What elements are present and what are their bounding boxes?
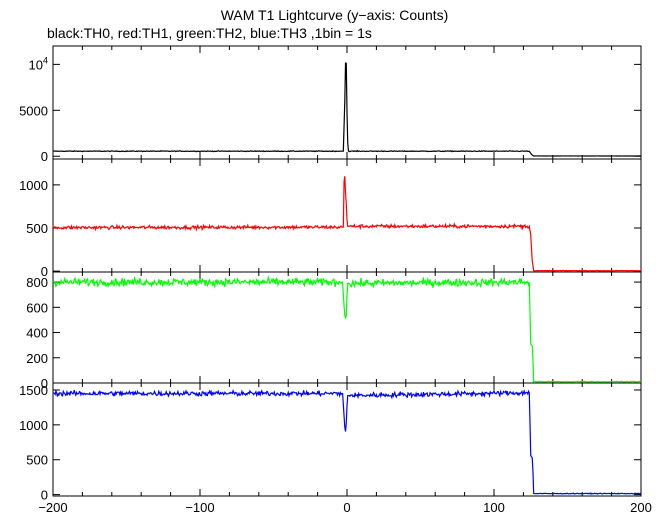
y-tick-label: 0 [41, 149, 48, 164]
y-tick-label: 0 [41, 488, 48, 503]
series-line-th1 [52, 176, 642, 272]
series-line-th0 [52, 62, 642, 157]
y-tick-label: 500 [26, 453, 48, 468]
y-tick-label: 0 [41, 264, 48, 279]
x-tick-label: −100 [185, 500, 214, 515]
x-tick-label: 100 [483, 500, 505, 515]
y-tick-label: 500 [26, 221, 48, 236]
y-tick-label: 0 [41, 376, 48, 391]
chart-title: WAM T1 Lightcurve (y−axis: Counts) [220, 7, 449, 23]
y-tick-label: 1500 [19, 383, 48, 398]
y-tick-label: 800 [26, 275, 48, 290]
x-tick-label: 0 [343, 500, 350, 515]
y-tick-label: 1000 [19, 418, 48, 433]
x-tick-label: 200 [630, 500, 652, 515]
y-tick-label: 5000 [19, 103, 48, 118]
y-tick-label: 200 [26, 351, 48, 366]
series-line-th3 [52, 388, 642, 496]
y-tick-label: 400 [26, 326, 48, 341]
x-tick-label: −200 [38, 500, 67, 515]
y-tick-label: 104 [29, 55, 48, 72]
series-line-th2 [52, 275, 642, 384]
chart-subtitle: black:TH0, red:TH1, green:TH2, blue:TH3 … [47, 25, 372, 41]
y-tick-label: 600 [26, 300, 48, 315]
y-tick-label: 1000 [19, 178, 48, 193]
